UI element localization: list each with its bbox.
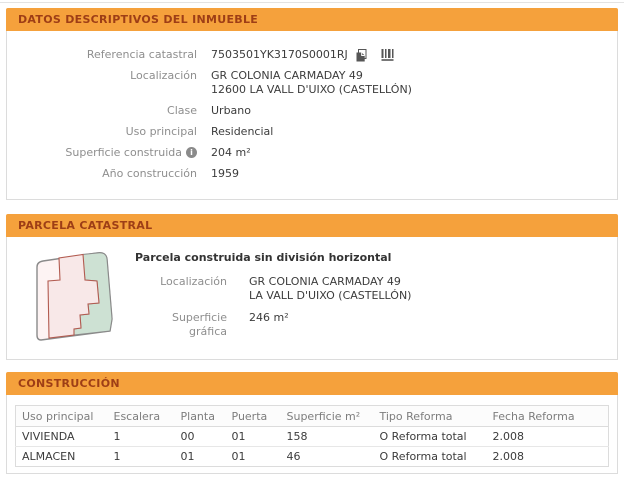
table-header-row: Uso principal Escalera Planta Puerta Sup…	[15, 405, 609, 427]
cell-puerta: 01	[225, 446, 281, 467]
cell-fecha: 2.008	[486, 426, 609, 447]
superficie-label: Superficie construida i	[7, 146, 197, 160]
row-clase: Clase Urbano	[7, 104, 617, 118]
row-superficie-construida: Superficie construida i 204 m²	[7, 146, 617, 160]
section-construccion: CONSTRUCCIÓN Uso principal Escalera Plan…	[6, 372, 618, 474]
section-datos-descriptivos: DATOS DESCRIPTIVOS DEL INMUEBLE Referenc…	[6, 8, 618, 200]
table-row: VIVIENDA 1 00 01 158 O Reforma total 2.0…	[15, 426, 609, 447]
cell-tipo: O Reforma total	[373, 426, 487, 447]
row-referencia-catastral: Referencia catastral 7503501YK3170S0001R…	[7, 48, 617, 62]
section-parcela-catastral: PARCELA CATASTRAL Parcela construida sin…	[6, 214, 618, 360]
clase-label: Clase	[167, 104, 197, 117]
superficie-value: 204 m²	[211, 146, 251, 159]
cell-fecha: 2.008	[486, 446, 609, 467]
parcel-details: Parcela construida sin división horizont…	[135, 250, 411, 359]
col-header-fecha: Fecha Reforma	[486, 405, 609, 427]
section-title: DATOS DESCRIPTIVOS DEL INMUEBLE	[18, 13, 259, 26]
parcel-localizacion-line-1: GR COLONIA CARMADAY 49	[249, 275, 401, 288]
col-header-tipo: Tipo Reforma	[373, 405, 487, 427]
page-top-divider	[0, 2, 624, 3]
parcel-localizacion-label: Localización	[160, 275, 227, 288]
row-parcel-localizacion: Localización GR COLONIA CARMADAY 49 LA V…	[135, 275, 411, 303]
parcela-panel: Parcela construida sin división horizont…	[6, 237, 618, 360]
cell-uso: VIVIENDA	[15, 426, 108, 447]
cell-tipo: O Reforma total	[373, 446, 487, 467]
cell-planta: 01	[174, 446, 226, 467]
cell-escalera: 1	[107, 446, 175, 467]
col-header-planta: Planta	[174, 405, 226, 427]
col-header-uso: Uso principal	[15, 405, 108, 427]
anio-label: Año construcción	[102, 167, 197, 180]
section-header-parcela: PARCELA CATASTRAL	[6, 214, 618, 237]
info-icon[interactable]: i	[186, 147, 197, 158]
barcode-icon[interactable]	[381, 49, 395, 61]
superficie-grafica-value: 246 m²	[249, 311, 289, 324]
cell-superficie: 158	[280, 426, 374, 447]
parcel-localizacion-line-2: LA VALL D'UIXO (CASTELLÓN)	[249, 289, 412, 302]
copy-icon[interactable]	[355, 48, 368, 62]
section-header-construccion: CONSTRUCCIÓN	[6, 372, 618, 395]
cell-escalera: 1	[107, 426, 175, 447]
uso-label: Uso principal	[125, 125, 197, 138]
cell-puerta: 01	[225, 426, 281, 447]
col-header-superficie: Superficie m²	[280, 405, 374, 427]
row-superficie-grafica: Superficie gráfica 246 m²	[135, 311, 411, 339]
anio-value: 1959	[211, 167, 239, 180]
row-localizacion: Localización GR COLONIA CARMADAY 49 1260…	[7, 69, 617, 97]
section-header-datos: DATOS DESCRIPTIVOS DEL INMUEBLE	[6, 8, 618, 31]
row-uso-principal: Uso principal Residencial	[7, 125, 617, 139]
construccion-panel: Uso principal Escalera Planta Puerta Sup…	[6, 395, 618, 474]
construction-table: Uso principal Escalera Planta Puerta Sup…	[15, 405, 609, 467]
datos-panel: Referencia catastral 7503501YK3170S0001R…	[6, 31, 618, 200]
referencia-value: 7503501YK3170S0001RJ	[211, 48, 348, 61]
col-header-escalera: Escalera	[107, 405, 175, 427]
cell-superficie: 46	[280, 446, 374, 467]
parcel-intro-text: Parcela construida sin división horizont…	[135, 251, 392, 264]
localizacion-line-1: GR COLONIA CARMADAY 49	[211, 69, 363, 82]
parcel-map-image	[36, 252, 113, 341]
referencia-label: Referencia catastral	[86, 48, 197, 61]
row-anio-construccion: Año construcción 1959	[7, 167, 617, 181]
col-header-puerta: Puerta	[225, 405, 281, 427]
superficie-grafica-label: Superficie gráfica	[171, 311, 227, 338]
cell-planta: 00	[174, 426, 226, 447]
localizacion-label: Localización	[130, 69, 197, 82]
clase-value: Urbano	[211, 104, 251, 117]
section-title: CONSTRUCCIÓN	[18, 377, 120, 390]
uso-value: Residencial	[211, 125, 274, 138]
table-row: ALMACEN 1 01 01 46 O Reforma total 2.008	[15, 446, 609, 467]
cell-uso: ALMACEN	[15, 446, 108, 467]
localizacion-line-2: 12600 LA VALL D'UIXO (CASTELLÓN)	[211, 83, 412, 96]
section-title: PARCELA CATASTRAL	[18, 219, 153, 232]
